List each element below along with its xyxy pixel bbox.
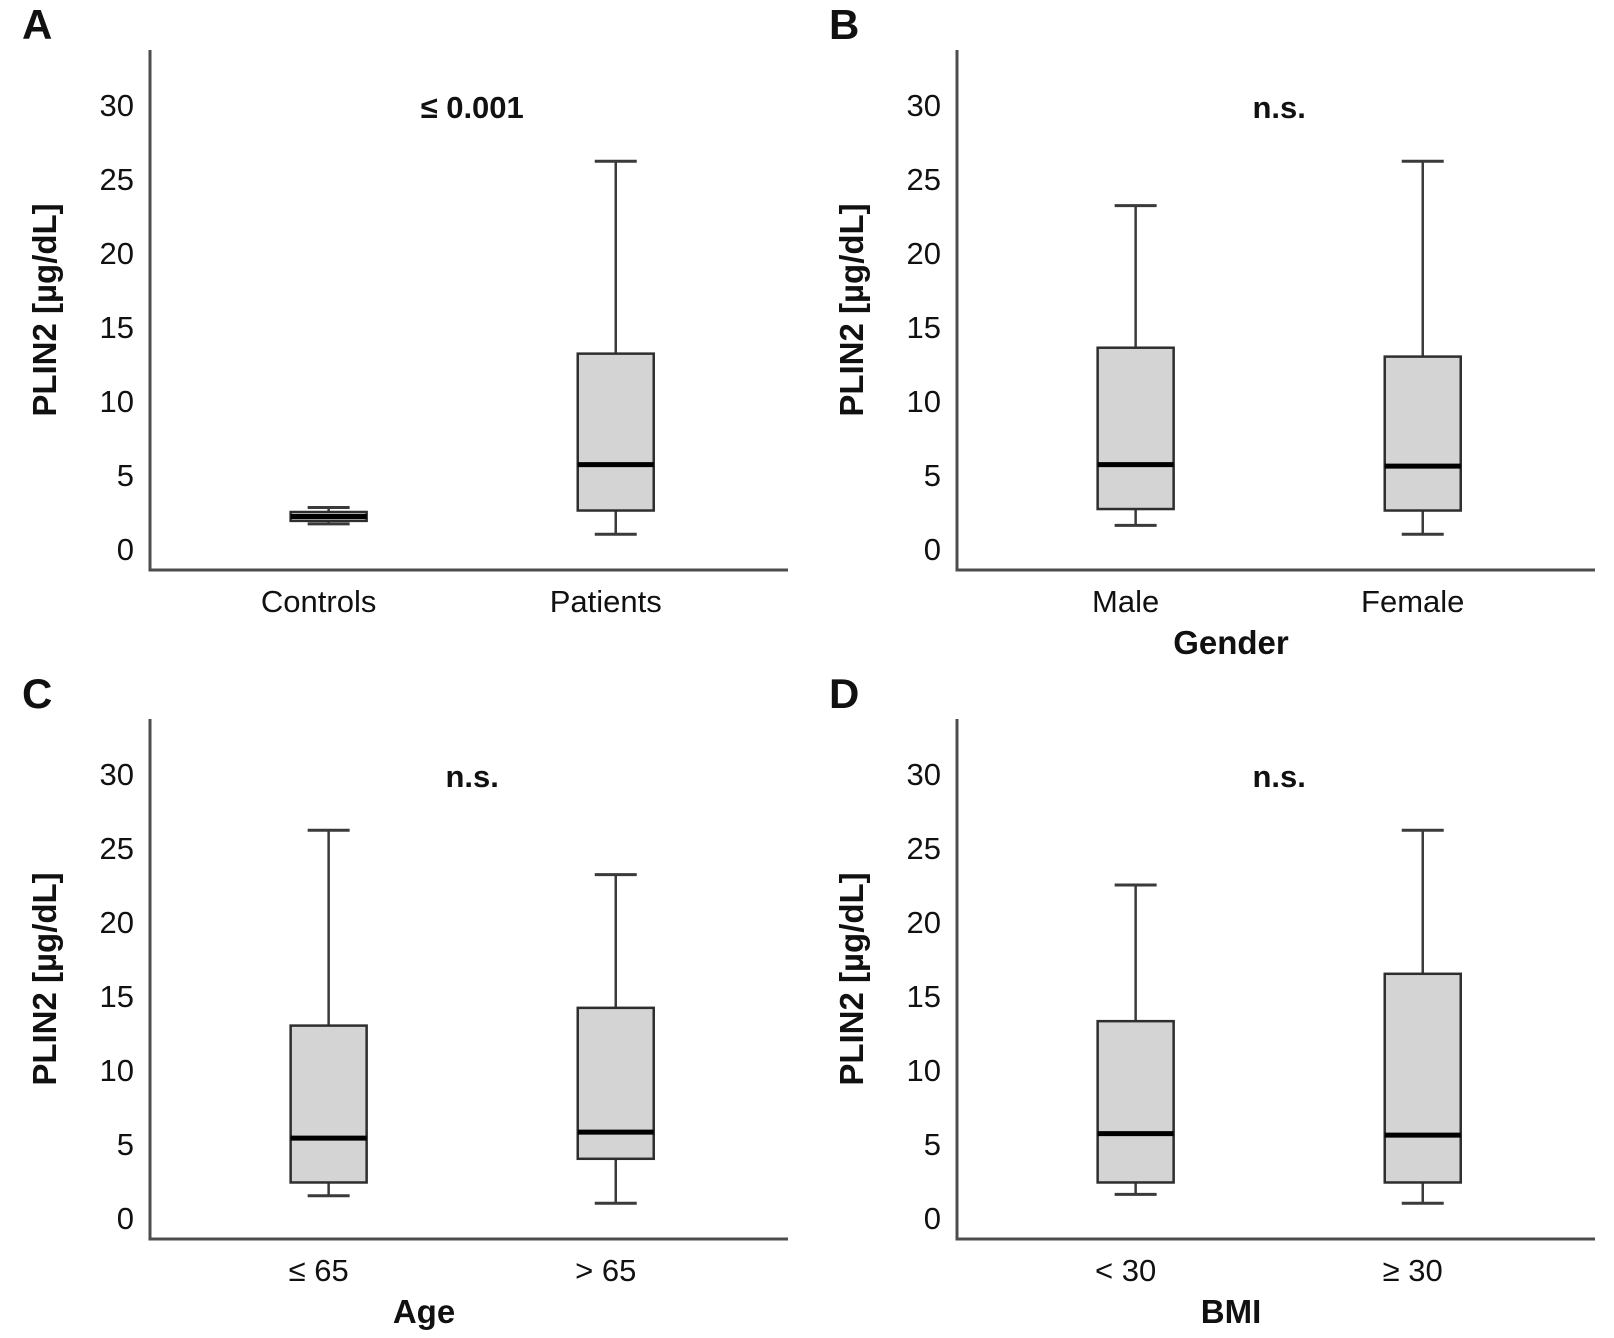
y-tick-label: 5 [117,1127,134,1162]
panel-letter-b: B [829,1,860,48]
y-tick-label: 5 [117,458,134,493]
y-tick-label: 20 [907,236,941,271]
y-tick-label: 20 [100,236,134,271]
category-label: ≥ 30 [1383,1253,1443,1288]
panel-letter-d: D [829,670,860,717]
y-tick-label: 25 [907,162,941,197]
y-tick-label: 25 [907,831,941,866]
y-tick-label: 15 [907,979,941,1014]
y-tick-label: 5 [924,458,941,493]
category-label: Patients [550,584,662,619]
y-tick-label: 10 [907,384,941,419]
panel-c-plot: 0 5 10 15 20 25 30 PLIN2 [µg/dL] n.s. ≤ 65 > 65 Age [26,719,788,1330]
significance-annotation: n.s. [445,759,498,794]
y-tick-label: 0 [117,1201,134,1236]
panel-a-plot: 0 5 10 15 20 25 30 PLIN2 [µg/dL] ≤ 0.001 Controls… [26,50,788,619]
box-rect [1096,1019,1175,1184]
box-rect [576,1006,655,1161]
y-tick-label: 0 [117,532,134,567]
y-tick-label: 10 [907,1053,941,1088]
significance-annotation: n.s. [1252,759,1305,794]
panel-letter-a: A [22,1,53,48]
y-axis-title: PLIN2 [µg/dL] [26,203,63,416]
x-axis-title: BMI [1201,1293,1262,1330]
category-label: Male [1092,584,1159,619]
y-tick-label: 20 [100,905,134,940]
significance-annotation: n.s. [1252,90,1305,125]
category-label: > 65 [575,1253,636,1288]
category-label: Controls [261,584,376,619]
significance-annotation: ≤ 0.001 [421,90,524,125]
y-axis-title: PLIN2 [µg/dL] [833,203,870,416]
y-tick-label: 20 [907,905,941,940]
y-tick-label: 0 [924,532,941,567]
box-rect [1383,355,1462,512]
y-tick-label: 15 [907,310,941,345]
y-tick-label: 30 [100,88,134,123]
box-rect [1096,346,1175,511]
y-tick-label: 15 [100,310,134,345]
x-axis-title: Gender [1173,624,1289,661]
y-tick-label: 25 [100,831,134,866]
y-tick-label: 30 [907,757,941,792]
y-tick-label: 15 [100,979,134,1014]
panel-d: D 0 5 10 15 20 25 30 PLIN2 [µg/dL] n.s. < 30 ≥ 30 B… [807,669,1614,1338]
y-axis-title: PLIN2 [µg/dL] [26,872,63,1085]
panel-c: C 0 5 10 15 20 25 30 PLIN2 [µg/dL] n.s. ≤ 65 > 65 A… [0,669,807,1338]
y-tick-label: 5 [924,1127,941,1162]
y-tick-label: 30 [907,88,941,123]
axis-lines [148,719,788,1241]
x-axis-title: Age [393,1293,455,1330]
category-label: < 30 [1095,1253,1156,1288]
box-rect [576,352,655,512]
y-tick-label: 10 [100,1053,134,1088]
box-rect [1383,972,1462,1184]
y-axis-title: PLIN2 [µg/dL] [833,872,870,1085]
category-label: Female [1361,584,1464,619]
panel-b: B 0 5 10 15 20 25 30 PLIN2 [µg/dL] n.s. Male Femal… [807,0,1614,669]
panel-b-plot: 0 5 10 15 20 25 30 PLIN2 [µg/dL] n.s. Male Female G… [833,50,1595,661]
panel-letter-c: C [22,670,53,717]
axis-lines [148,50,788,572]
box-rect [289,1024,368,1184]
axis-lines [955,719,1595,1241]
y-tick-label: 25 [100,162,134,197]
y-tick-label: 30 [100,757,134,792]
y-tick-label: 10 [100,384,134,419]
axis-lines [955,50,1595,572]
category-label: ≤ 65 [289,1253,349,1288]
panel-a: A 0 5 10 15 20 25 30 PLIN2 [µg/dL] ≤ 0.001 Contro… [0,0,807,669]
y-tick-label: 0 [924,1201,941,1236]
panel-d-plot: 0 5 10 15 20 25 30 PLIN2 [µg/dL] n.s. < 30 ≥ 30 BMI [833,719,1595,1330]
